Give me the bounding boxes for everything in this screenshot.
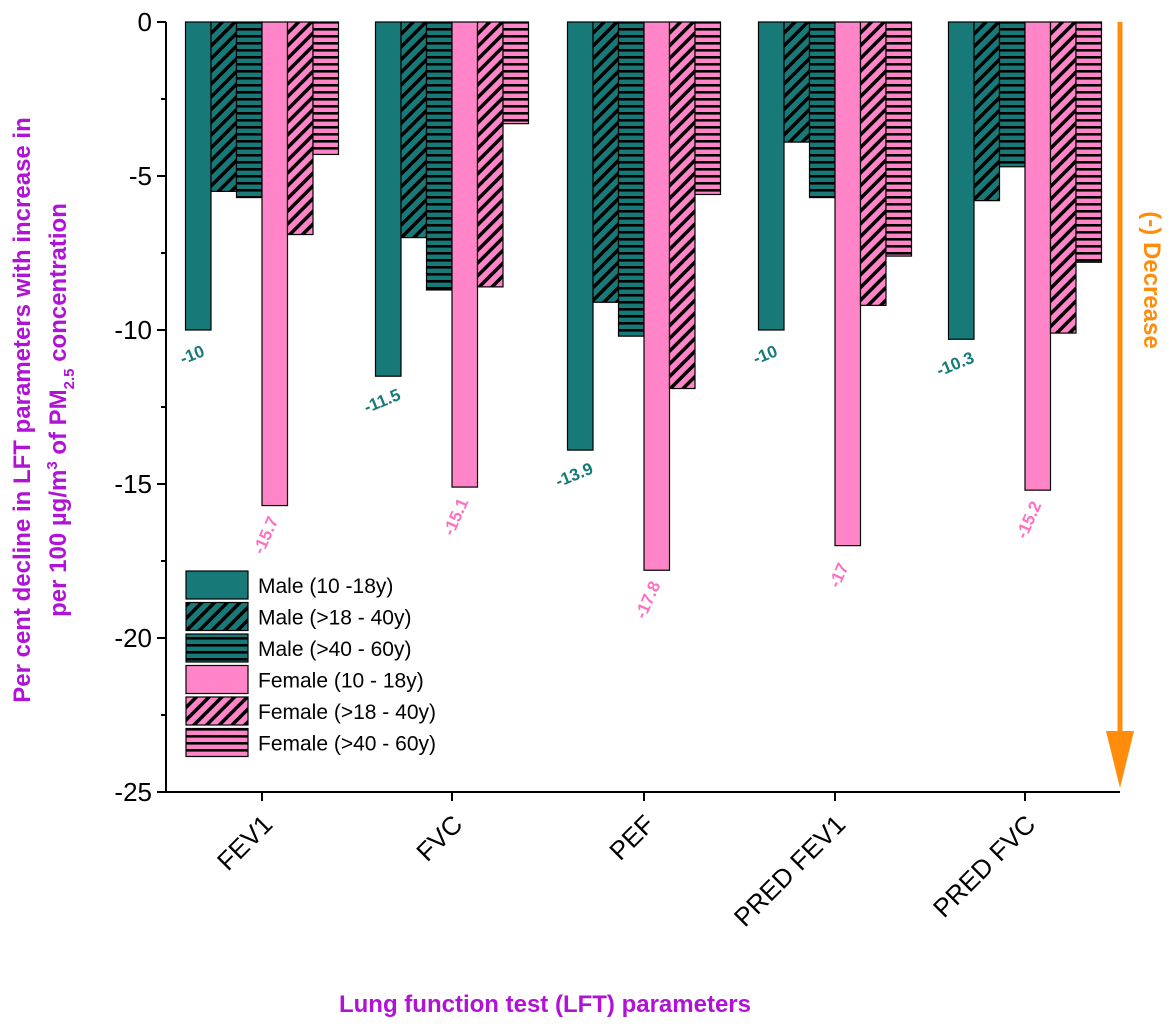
y-axis-title: Per cent decline in LFT parameters with … bbox=[9, 117, 78, 703]
data-label-male-pred-fvc: -10.3 bbox=[934, 348, 977, 380]
bar-female-solid-pred-fev1 bbox=[834, 21, 862, 547]
bar-male-solid-pred-fvc bbox=[947, 21, 975, 340]
bar-female-diagonal-pred-fev1 bbox=[859, 21, 887, 306]
data-label-male-fev1: -10 bbox=[177, 341, 207, 368]
y-tick-label: -20 bbox=[114, 623, 152, 653]
data-label-female-pef: -17.8 bbox=[631, 578, 664, 621]
y-axis-title-line1: Per cent decline in LFT parameters with … bbox=[9, 117, 36, 703]
y-tick-label: -10 bbox=[114, 315, 152, 345]
legend-label: Female (10 - 18y) bbox=[258, 670, 424, 693]
bar-female-horizontal-fev1 bbox=[312, 21, 340, 156]
bar-male-diagonal-pef bbox=[592, 21, 620, 303]
decrease-annotation: (-) Decrease bbox=[1106, 22, 1165, 788]
data-label-male-fvc: -11.5 bbox=[361, 385, 403, 417]
legend-swatch-female-horizontal bbox=[185, 727, 249, 758]
decrease-label: (-) Decrease bbox=[1138, 211, 1165, 348]
x-tick-label-pef: PEF bbox=[603, 809, 660, 866]
bar-female-diagonal-fvc bbox=[476, 21, 504, 288]
bar-male-diagonal-pred-fvc bbox=[973, 21, 1001, 202]
bar-female-horizontal-pef bbox=[694, 21, 722, 196]
bar-male-horizontal-fvc bbox=[425, 21, 453, 291]
x-tick-label-pred-fvc: PRED FVC bbox=[927, 809, 1041, 923]
bar-male-diagonal-fvc bbox=[400, 21, 428, 239]
y-tick-label: 0 bbox=[138, 7, 152, 37]
x-tick-label-fev1: FEV1 bbox=[211, 809, 278, 876]
legend: Male (10 -18y) Male (>18 - 40y) Male (>40 … bbox=[185, 570, 436, 758]
y-tick-label: -5 bbox=[129, 161, 152, 191]
legend-label: Male (>40 - 60y) bbox=[258, 638, 411, 661]
data-label-male-pef: -13.9 bbox=[553, 459, 596, 491]
bar-female-diagonal-pef bbox=[668, 21, 696, 390]
bar-female-horizontal-fvc bbox=[502, 21, 530, 125]
x-tick-label-pred-fev1: PRED FEV1 bbox=[728, 809, 851, 932]
bar-male-diagonal-pred-fev1 bbox=[783, 21, 811, 143]
bar-female-solid-pef bbox=[643, 21, 671, 571]
bars-layer bbox=[184, 21, 1103, 571]
legend-label: Male (10 -18y) bbox=[258, 575, 393, 598]
bar-female-solid-fvc bbox=[451, 21, 479, 488]
legend-swatch-male-diagonal bbox=[185, 601, 249, 632]
bar-male-horizontal-pred-fvc bbox=[998, 21, 1026, 168]
bar-female-horizontal-pred-fvc bbox=[1075, 21, 1103, 263]
bar-male-horizontal-pred-fev1 bbox=[808, 21, 836, 199]
bar-male-solid-pef bbox=[566, 21, 594, 451]
data-label-female-fvc: -15.1 bbox=[439, 495, 472, 538]
bar-male-solid-fvc bbox=[374, 21, 402, 377]
legend-swatch-male-horizontal bbox=[185, 633, 249, 663]
bar-male-solid-fev1 bbox=[184, 21, 212, 331]
data-label-male-pred-fev1: -10 bbox=[750, 341, 780, 368]
data-label-female-pred-fvc: -15.2 bbox=[1012, 498, 1045, 541]
bar-male-horizontal-pef bbox=[617, 21, 645, 337]
legend-swatch-female-solid bbox=[185, 664, 249, 695]
bar-male-solid-pred-fev1 bbox=[757, 21, 785, 331]
legend-label: Female (>40 - 60y) bbox=[258, 733, 436, 756]
data-label-female-fev1: -15.7 bbox=[249, 514, 282, 557]
bar-female-diagonal-pred-fvc bbox=[1049, 21, 1077, 334]
legend-label: Female (>18 - 40y) bbox=[258, 701, 436, 724]
x-tick-label-fvc: FVC bbox=[410, 809, 468, 867]
bar-female-horizontal-pred-fev1 bbox=[885, 21, 913, 257]
data-label-female-pred-fev1: -17 bbox=[825, 560, 852, 590]
y-axis-title-line2: per 100 µg/m3 of PM2.5 concentration bbox=[44, 203, 78, 617]
y-tick-label: -25 bbox=[114, 777, 152, 807]
bar-male-diagonal-fev1 bbox=[210, 21, 238, 192]
bar-female-diagonal-fev1 bbox=[286, 21, 314, 236]
y-tick-label: -15 bbox=[114, 469, 152, 499]
legend-swatch-female-diagonal bbox=[185, 696, 249, 726]
bar-female-solid-fev1 bbox=[261, 21, 289, 507]
bar-male-horizontal-fev1 bbox=[235, 21, 263, 199]
bar-female-solid-pred-fvc bbox=[1024, 21, 1052, 491]
x-axis-title: Lung function test (LFT) parameters bbox=[339, 991, 751, 1018]
legend-label: Male (>18 - 40y) bbox=[258, 607, 411, 630]
legend-swatch-male-solid bbox=[185, 570, 249, 600]
decrease-arrow-head bbox=[1106, 731, 1134, 788]
